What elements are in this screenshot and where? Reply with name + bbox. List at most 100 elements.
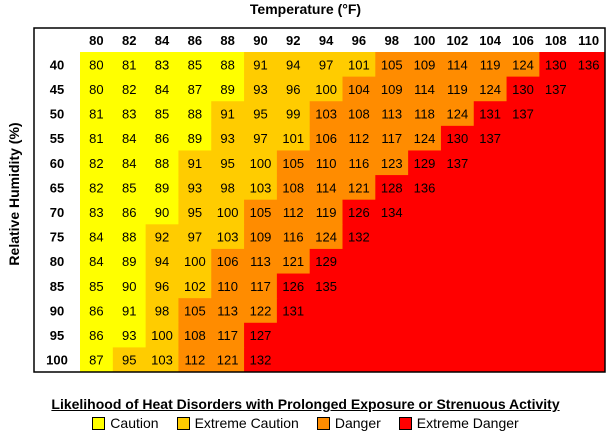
heat-cell xyxy=(342,76,376,102)
heat-cell xyxy=(539,150,573,176)
heat-index-value: 80 xyxy=(89,57,103,72)
heat-cell xyxy=(112,76,147,102)
heat-index-value: 113 xyxy=(250,254,271,269)
heat-cell xyxy=(473,175,508,201)
heat-index-value: 122 xyxy=(250,303,272,318)
heat-index-value: 95 xyxy=(122,353,136,368)
heat-cell xyxy=(244,199,278,225)
heat-index-value: 112 xyxy=(184,353,205,368)
heat-cell xyxy=(80,298,114,324)
heat-cell xyxy=(408,199,442,225)
temperature-tick-label: 88 xyxy=(220,33,234,48)
temperature-tick-label: 102 xyxy=(446,33,468,48)
heat-index-value: 119 xyxy=(447,82,468,97)
humidity-tick-label: 65 xyxy=(50,180,64,195)
heat-index-value: 96 xyxy=(155,279,169,294)
heat-cell xyxy=(375,199,409,225)
heat-index-value: 97 xyxy=(253,131,267,146)
heat-cell xyxy=(112,322,147,348)
heat-index-value: 95 xyxy=(220,156,234,171)
heat-cell xyxy=(244,101,278,127)
heat-cell xyxy=(375,248,409,275)
heat-cell xyxy=(539,175,573,201)
heat-cell xyxy=(375,125,409,151)
temperature-tick-label: 100 xyxy=(414,33,436,48)
heat-cell xyxy=(178,347,212,373)
heat-index-value: 103 xyxy=(250,180,272,195)
heat-index-value: 96 xyxy=(286,82,300,97)
humidity-tick-label: 100 xyxy=(46,353,68,368)
legend-swatch xyxy=(398,416,412,430)
heat-index-value: 108 xyxy=(282,180,304,195)
heat-index-value: 84 xyxy=(155,82,169,97)
heat-index-value: 131 xyxy=(282,303,304,318)
heat-cell xyxy=(276,101,311,127)
heat-cell xyxy=(211,101,245,127)
heat-index-value: 124 xyxy=(414,131,436,146)
heat-index-value: 100 xyxy=(250,156,272,171)
heat-index-value: 93 xyxy=(122,328,136,343)
heat-index-value: 82 xyxy=(89,180,103,195)
heat-cell xyxy=(473,248,508,275)
heat-index-value: 112 xyxy=(283,205,304,220)
heat-cell xyxy=(145,76,179,102)
heat-cell xyxy=(112,273,147,299)
heat-index-value: 114 xyxy=(447,57,468,72)
heat-cell xyxy=(244,76,278,102)
temperature-tick-label: 104 xyxy=(479,33,501,48)
heat-cell xyxy=(539,248,573,275)
heat-index-value: 84 xyxy=(89,230,103,245)
heat-cell xyxy=(539,199,573,225)
heat-cell xyxy=(375,101,409,127)
heat-cell xyxy=(408,76,442,102)
heat-cell xyxy=(211,273,245,299)
heat-cell xyxy=(244,125,278,151)
heat-index-value: 110 xyxy=(316,156,337,171)
heat-cell xyxy=(440,273,475,299)
heat-cell xyxy=(211,248,245,275)
heat-index-value: 132 xyxy=(348,230,370,245)
heat-index-value: 136 xyxy=(578,57,600,72)
heat-index-value: 126 xyxy=(348,205,370,220)
heat-cell xyxy=(440,248,475,275)
heat-cell xyxy=(276,298,311,324)
heat-cell xyxy=(440,199,475,225)
heat-cell xyxy=(506,150,540,176)
heat-cell xyxy=(112,52,147,78)
heat-cell xyxy=(178,224,212,250)
heat-cell xyxy=(473,273,508,299)
heat-index-value: 123 xyxy=(381,156,403,171)
heat-cell xyxy=(112,347,147,373)
heat-cell xyxy=(145,101,179,127)
heat-cell xyxy=(440,125,475,151)
heat-index-value: 134 xyxy=(381,205,403,220)
humidity-tick-label: 75 xyxy=(50,230,64,245)
heat-cell xyxy=(178,199,212,225)
heat-cell xyxy=(178,322,212,348)
legend: Caution Extreme Caution Danger Extreme Dang… xyxy=(0,414,611,432)
heat-index-value: 119 xyxy=(480,57,501,72)
heat-index-value: 83 xyxy=(89,205,103,220)
heat-cell xyxy=(440,347,475,373)
heat-index-value: 87 xyxy=(89,353,103,368)
heat-index-value: 83 xyxy=(155,57,169,72)
heat-cell xyxy=(375,298,409,324)
heat-index-value: 88 xyxy=(155,156,169,171)
chart-title: Temperature (°F) xyxy=(249,1,362,17)
heat-cell xyxy=(276,125,311,151)
heat-cell xyxy=(244,273,278,299)
heat-cell xyxy=(408,248,442,275)
heat-cell xyxy=(375,175,409,201)
heat-cell xyxy=(80,347,114,373)
heat-cell xyxy=(408,347,442,373)
heat-cell xyxy=(211,199,245,225)
heat-index-value: 83 xyxy=(122,107,136,122)
heat-index-value: 106 xyxy=(217,254,239,269)
heat-index-value: 91 xyxy=(122,303,136,318)
heat-cell xyxy=(80,199,114,225)
heat-index-value: 81 xyxy=(89,131,103,146)
heat-cell xyxy=(506,273,540,299)
heat-index-value: 136 xyxy=(414,180,436,195)
heat-cell xyxy=(80,101,114,127)
heat-cell xyxy=(276,273,311,299)
